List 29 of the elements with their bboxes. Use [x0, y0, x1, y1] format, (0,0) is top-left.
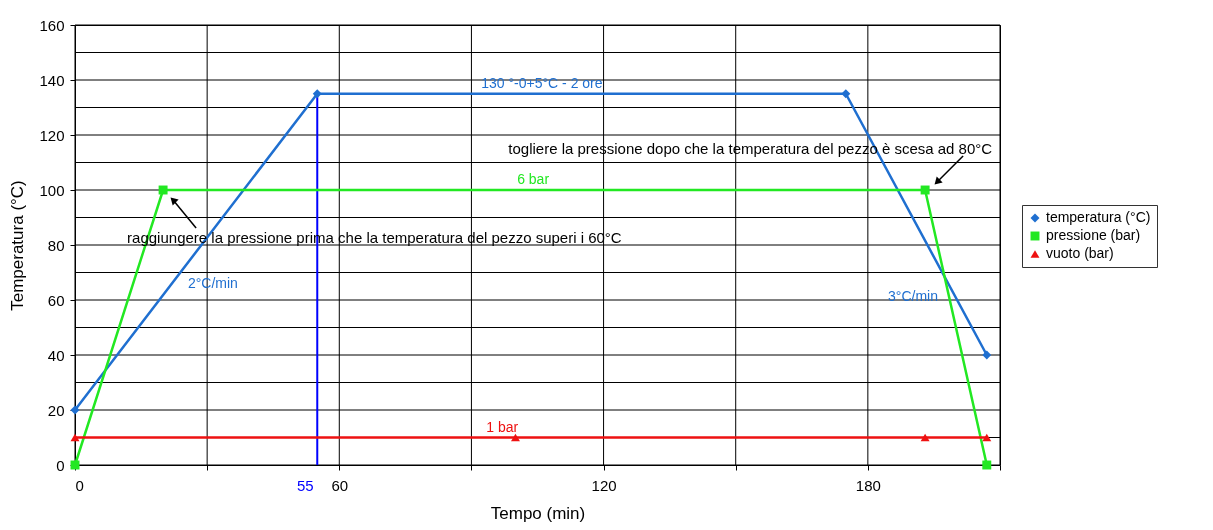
y-tick-label: 160 [39, 16, 65, 34]
ref-line-label: 55 [296, 477, 314, 494]
y-tick-label: 80 [47, 236, 65, 254]
legend-label: vuoto (bar) [1046, 245, 1114, 261]
x-tick-label: 0 [75, 476, 84, 494]
legend-label: pressione (bar) [1046, 227, 1141, 243]
annotation: 1 bar [486, 418, 519, 435]
y-axis-title: Temperatura (°C) [8, 180, 28, 311]
x-tick-label: 180 [855, 476, 881, 494]
point [982, 350, 992, 360]
x-tick-label: 120 [591, 476, 617, 494]
y-tick-label: 40 [47, 346, 65, 364]
point [158, 185, 168, 195]
point [920, 185, 930, 195]
point [841, 89, 851, 99]
x-tick-label: 60 [331, 476, 349, 494]
y-tick-label: 20 [47, 401, 65, 419]
point [511, 433, 520, 442]
point [982, 460, 992, 470]
y-tick-label: 0 [56, 456, 65, 474]
point [312, 89, 322, 99]
annotation: 6 bar [517, 171, 550, 187]
legend-label: temperatura (°C) [1046, 209, 1151, 225]
x-axis-title: Tempo (min) [490, 503, 586, 523]
y-tick-label: 100 [39, 181, 65, 199]
y-tick-label: 140 [39, 71, 65, 89]
point [70, 433, 80, 442]
y-tick-label: 120 [39, 126, 65, 144]
y-tick-label: 60 [47, 291, 65, 309]
